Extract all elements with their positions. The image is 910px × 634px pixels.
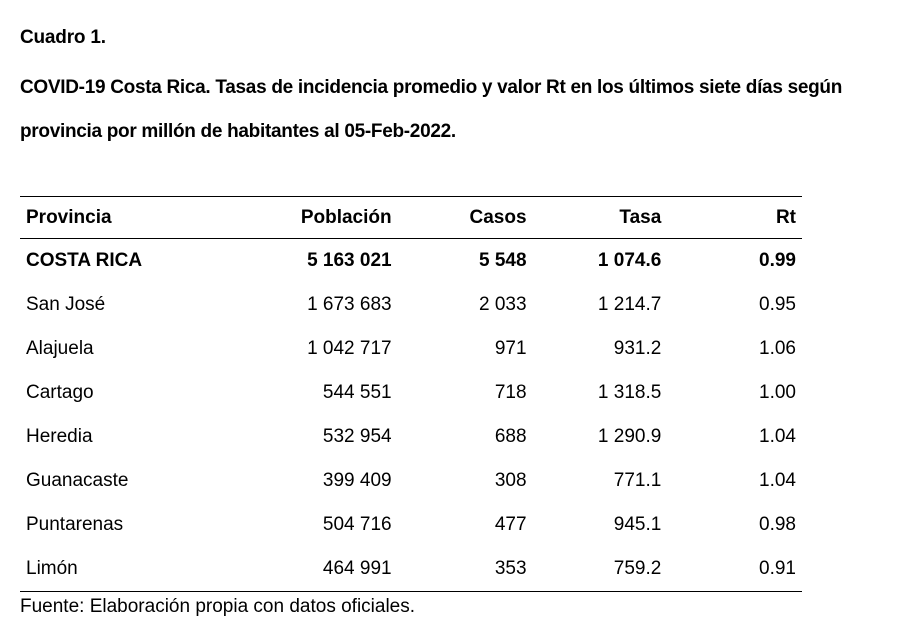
table-header: Provincia Población Casos Tasa Rt	[20, 196, 802, 239]
cell-casos: 971	[494, 338, 527, 359]
cell-rt: 1.00	[759, 382, 796, 403]
cell-casos: 477	[494, 514, 527, 535]
cell-poblacion: 1 673 683	[307, 294, 392, 315]
cell-tasa: 759.2	[613, 558, 662, 579]
cell-rt: 0.98	[759, 514, 796, 535]
table-row: San José 1 673 683 2 033 1 214.7 0.95	[20, 283, 802, 327]
cell-provincia: San José	[26, 294, 106, 315]
cell-poblacion: 5 163 021	[307, 250, 392, 271]
table-row: Cartago 544 551 718 1 318.5 1.00	[20, 371, 802, 415]
cell-rt: 1.04	[759, 470, 796, 491]
table-caption-title: COVID-19 Costa Rica. Tasas de incidencia…	[20, 77, 843, 142]
incidence-table: Provincia Población Casos Tasa Rt COSTA …	[20, 196, 802, 592]
cell-casos: 353	[494, 558, 527, 579]
cell-poblacion: 544 551	[322, 382, 392, 403]
cell-tasa: 945.1	[613, 514, 662, 535]
cell-provincia: Cartago	[26, 382, 94, 403]
cell-tasa: 771.1	[613, 470, 662, 491]
cell-casos: 5 548	[478, 250, 527, 271]
cell-poblacion: 532 954	[322, 426, 392, 447]
cell-rt: 0.95	[759, 294, 796, 315]
cell-tasa: 1 214.7	[597, 294, 662, 315]
table-row: Guanacaste 399 409 308 771.1 1.04	[20, 459, 802, 503]
cell-rt: 0.99	[759, 250, 796, 271]
header-row: Provincia Población Casos Tasa Rt	[20, 196, 802, 239]
cell-provincia: Puntarenas	[26, 514, 124, 535]
cell-rt: 1.06	[759, 338, 796, 359]
cell-casos: 718	[494, 382, 527, 403]
cell-casos: 308	[494, 470, 527, 491]
header-poblacion: Población	[300, 206, 392, 228]
cell-poblacion: 399 409	[322, 470, 392, 491]
header-tasa: Tasa	[619, 206, 662, 228]
cell-tasa: 1 074.6	[597, 250, 662, 271]
header-provincia: Provincia	[26, 206, 112, 228]
cell-provincia: Guanacaste	[26, 470, 129, 491]
table-row: Heredia 532 954 688 1 290.9 1.04	[20, 415, 802, 459]
cell-tasa: 1 318.5	[597, 382, 662, 403]
table-caption-label: Cuadro 1.	[20, 27, 106, 48]
cell-tasa: 931.2	[613, 338, 662, 359]
cell-rt: 1.04	[759, 426, 796, 447]
table-row: Limón 464 991 353 759.2 0.91	[20, 547, 802, 592]
cell-poblacion: 1 042 717	[307, 338, 392, 359]
header-rt: Rt	[775, 206, 796, 228]
cell-poblacion: 504 716	[322, 514, 392, 535]
cell-provincia: Limón	[26, 558, 78, 579]
cell-tasa: 1 290.9	[597, 426, 662, 447]
table-row-total: COSTA RICA 5 163 021 5 548 1 074.6 0.99	[20, 239, 802, 284]
cell-rt: 0.91	[759, 558, 796, 579]
cell-provincia: Alajuela	[26, 338, 94, 359]
cell-provincia: Heredia	[26, 426, 93, 447]
cell-casos: 2 033	[478, 294, 527, 315]
table-row: Alajuela 1 042 717 971 931.2 1.06	[20, 327, 802, 371]
table-row: Puntarenas 504 716 477 945.1 0.98	[20, 503, 802, 547]
cell-provincia: COSTA RICA	[26, 250, 143, 271]
cell-casos: 688	[494, 426, 527, 447]
cell-poblacion: 464 991	[322, 558, 392, 579]
table-body: COSTA RICA 5 163 021 5 548 1 074.6 0.99 …	[20, 239, 802, 592]
source-note: Fuente: Elaboración propia con datos ofi…	[20, 596, 416, 617]
header-casos: Casos	[469, 206, 527, 228]
